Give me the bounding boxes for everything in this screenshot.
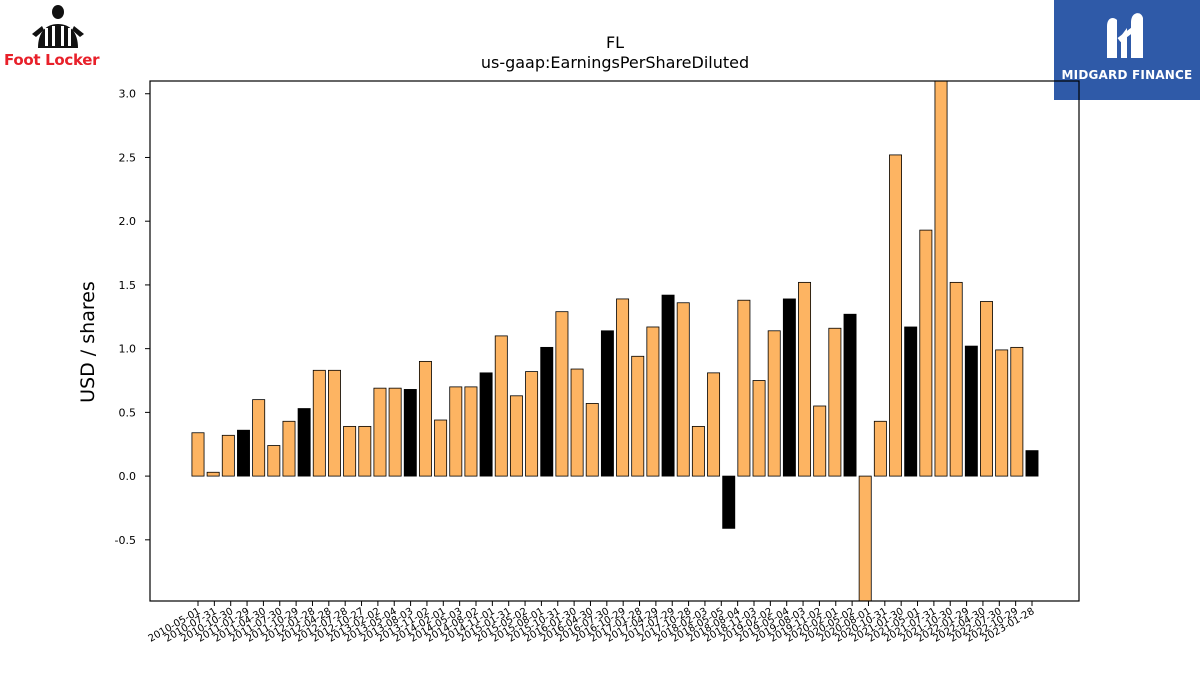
bar bbox=[964, 345, 978, 477]
bars-layer bbox=[191, 80, 1039, 602]
y-axis-label: USD / shares bbox=[77, 281, 99, 403]
bar bbox=[585, 403, 599, 477]
bar bbox=[873, 420, 887, 477]
foot-locker-logo: Foot Locker bbox=[2, 4, 110, 70]
y-tick-label: 0.5 bbox=[119, 406, 137, 419]
bar bbox=[676, 302, 690, 477]
bar bbox=[418, 360, 432, 477]
bar bbox=[509, 395, 523, 477]
bar bbox=[980, 301, 993, 477]
y-axis: -0.5 0.0 0.5 1.0 1.5 2.0 2.5 3.0 bbox=[115, 88, 150, 547]
bar bbox=[191, 432, 205, 477]
bar bbox=[388, 387, 402, 477]
bar bbox=[1025, 450, 1039, 477]
bar bbox=[828, 327, 842, 477]
bar bbox=[237, 429, 250, 477]
bar bbox=[904, 326, 918, 477]
x-axis: 2010-05-012010-07-312010-10-302011-01-29… bbox=[147, 601, 1037, 645]
bar bbox=[691, 425, 705, 477]
referee-mascot-icon bbox=[32, 5, 84, 48]
bar bbox=[616, 298, 630, 477]
bar bbox=[767, 330, 781, 477]
midgard-m-icon bbox=[1107, 13, 1143, 59]
bar bbox=[1010, 346, 1024, 477]
bar bbox=[297, 408, 311, 477]
bar bbox=[722, 475, 736, 529]
bar bbox=[206, 471, 220, 477]
bar bbox=[889, 154, 902, 477]
bar bbox=[343, 425, 357, 477]
foot-locker-wordmark: Foot Locker bbox=[4, 51, 100, 69]
bar bbox=[995, 349, 1009, 477]
bar bbox=[267, 445, 281, 477]
bar bbox=[934, 80, 948, 477]
bar bbox=[949, 281, 963, 477]
bar bbox=[555, 311, 569, 477]
chart-subtitle: us-gaap:EarningsPerShareDiluted bbox=[481, 53, 749, 72]
y-tick-label: 2.5 bbox=[119, 151, 137, 164]
bar bbox=[646, 326, 660, 477]
bar bbox=[737, 299, 751, 477]
bar bbox=[525, 371, 539, 477]
bar bbox=[813, 405, 827, 477]
bar bbox=[434, 419, 448, 477]
bar bbox=[752, 380, 766, 477]
bar bbox=[449, 386, 463, 477]
chart-title: FL bbox=[606, 33, 624, 52]
bar bbox=[328, 369, 341, 477]
bar bbox=[479, 372, 493, 477]
bar bbox=[707, 372, 721, 477]
midgard-finance-logo: MIDGARD FINANCE bbox=[1054, 0, 1200, 100]
bar bbox=[373, 387, 387, 477]
bar bbox=[919, 229, 933, 477]
bar bbox=[403, 389, 417, 477]
bar bbox=[798, 281, 812, 477]
bar bbox=[282, 420, 296, 477]
bar bbox=[494, 335, 508, 477]
bar bbox=[661, 294, 675, 477]
bar bbox=[221, 434, 235, 477]
bar bbox=[464, 386, 478, 477]
bar bbox=[570, 368, 584, 477]
bar bbox=[631, 355, 645, 477]
y-tick-label: 2.0 bbox=[119, 215, 137, 228]
bar bbox=[312, 369, 326, 477]
bar bbox=[858, 475, 872, 602]
bar bbox=[600, 330, 614, 477]
bar bbox=[540, 346, 554, 477]
bar bbox=[252, 399, 266, 477]
bar bbox=[358, 425, 372, 477]
bar bbox=[843, 313, 857, 477]
y-tick-label: 1.5 bbox=[119, 279, 137, 292]
bar bbox=[782, 298, 796, 477]
y-tick-label: 0.0 bbox=[119, 470, 137, 483]
plot-frame bbox=[149, 80, 1080, 602]
midgard-finance-wordmark: MIDGARD FINANCE bbox=[1061, 68, 1193, 82]
y-tick-label: 3.0 bbox=[119, 88, 137, 101]
y-tick-label: 1.0 bbox=[119, 343, 137, 356]
y-tick-label: -0.5 bbox=[115, 534, 136, 547]
